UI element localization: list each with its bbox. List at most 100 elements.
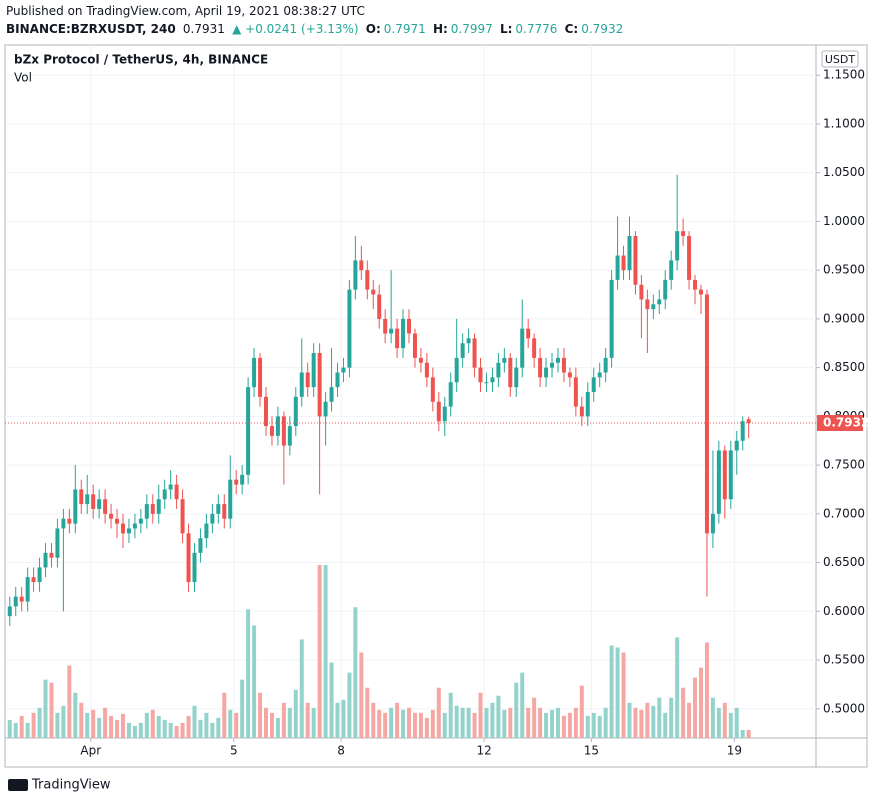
candle-body xyxy=(258,357,263,397)
volume-bar xyxy=(395,702,400,738)
volume-bar xyxy=(514,682,519,738)
candle-body xyxy=(132,523,137,529)
volume-bar xyxy=(722,702,727,738)
volume-bar xyxy=(710,697,715,738)
candle-layer xyxy=(7,174,751,626)
candle-body xyxy=(728,450,733,500)
candle-body xyxy=(538,357,543,378)
x-tick-label: 5 xyxy=(230,744,238,758)
candle-body xyxy=(377,294,382,319)
currency: USDT xyxy=(825,53,856,66)
volume-bar xyxy=(609,645,614,738)
volume-bar xyxy=(329,662,334,738)
volume-bar xyxy=(216,717,221,738)
volume-bar xyxy=(579,685,584,738)
candle-body xyxy=(120,523,125,534)
candle-body xyxy=(502,357,507,363)
volume-bar xyxy=(621,652,626,738)
volume-bar xyxy=(234,712,239,738)
volume-bar xyxy=(228,709,233,738)
candle-body xyxy=(115,518,120,524)
volume-bar xyxy=(126,722,131,738)
y-tick-label: 1.1500 xyxy=(823,68,865,82)
candle-body xyxy=(687,236,692,280)
volume-bar xyxy=(681,687,686,738)
chart-frame xyxy=(4,44,868,768)
candle-body xyxy=(418,357,423,363)
volume-bar xyxy=(73,692,78,738)
volume-bar xyxy=(138,722,143,738)
candle-body xyxy=(710,513,715,534)
candle-body xyxy=(395,328,400,349)
volume-bar xyxy=(305,702,310,738)
volume-bar xyxy=(115,719,120,738)
volume-bar xyxy=(180,722,185,738)
low-label: L: xyxy=(499,22,513,36)
candle-body xyxy=(448,382,453,407)
x-tick-label: 12 xyxy=(476,744,491,758)
volume-bar xyxy=(687,702,692,738)
y-tick-label: 0.5000 xyxy=(823,701,865,715)
candle-body xyxy=(19,596,24,602)
volume-bar xyxy=(174,725,179,738)
volume-bar xyxy=(526,707,531,738)
candle-body xyxy=(407,318,412,334)
candle-body xyxy=(633,236,638,285)
candle-body xyxy=(311,353,316,388)
low-value: 0.7776 xyxy=(515,22,558,36)
candle-body xyxy=(174,484,179,500)
candle-body xyxy=(490,377,495,383)
volume-bar xyxy=(162,719,167,738)
candle-body xyxy=(25,577,30,602)
y-tick-label: 0.5500 xyxy=(823,653,865,667)
volume-bar xyxy=(693,677,698,738)
volume-bar xyxy=(430,709,435,738)
axes: 0.50000.55000.60000.65000.70000.75000.80… xyxy=(5,68,869,758)
volume-legend: Vol xyxy=(14,71,32,85)
volume-bar xyxy=(490,702,495,738)
volume-bar xyxy=(520,672,525,738)
candle-body xyxy=(657,299,662,305)
logo-icon xyxy=(8,779,28,791)
grid xyxy=(5,45,816,738)
y-tick-label: 0.9500 xyxy=(823,263,865,277)
volume-bar xyxy=(407,707,412,738)
candle-body xyxy=(681,231,686,237)
volume-bar xyxy=(347,672,352,738)
volume-bar xyxy=(132,725,137,738)
open-value: 0.7971 xyxy=(383,22,426,36)
volume-bar xyxy=(597,715,602,738)
volume-bar xyxy=(728,712,733,738)
volume-bar xyxy=(103,707,108,738)
candle-body xyxy=(436,401,441,422)
candle-body xyxy=(704,294,709,534)
volume-bar xyxy=(317,565,322,738)
volume-bar xyxy=(13,722,18,738)
volume-bar xyxy=(198,719,203,738)
candle-body xyxy=(579,406,584,417)
candle-body xyxy=(269,426,274,436)
candle-body xyxy=(472,338,477,368)
candle-body xyxy=(210,513,215,524)
candle-body xyxy=(103,499,108,514)
y-tick-label: 1.0500 xyxy=(823,165,865,179)
volume-bar xyxy=(192,705,197,738)
candle-body xyxy=(13,596,18,607)
volume-bar xyxy=(269,712,274,738)
volume-bar xyxy=(502,709,507,738)
candle-body xyxy=(621,255,626,271)
volume-bar xyxy=(144,712,149,738)
volume-bar xyxy=(454,705,459,738)
volume-bar xyxy=(383,712,388,738)
volume-bar xyxy=(335,702,340,738)
candle-body xyxy=(156,499,161,514)
candle-body xyxy=(293,396,298,427)
volume-bar xyxy=(67,665,72,738)
volume-bar xyxy=(61,705,66,738)
volume-bar xyxy=(246,609,251,738)
volume-bar xyxy=(311,707,316,738)
volume-bar xyxy=(287,707,292,738)
y-tick-label: 0.9000 xyxy=(823,311,865,325)
candle-body xyxy=(138,518,143,524)
